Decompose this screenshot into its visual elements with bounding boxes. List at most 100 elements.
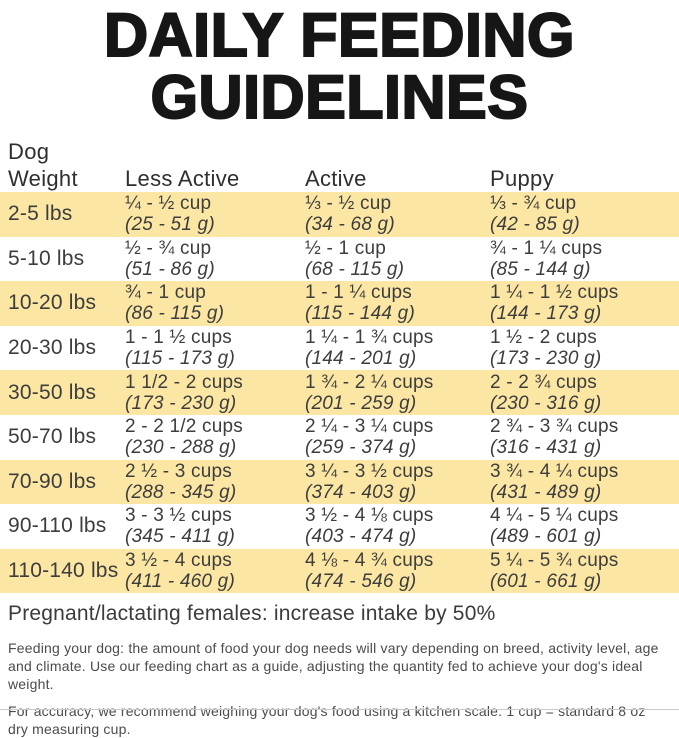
table-header: Dog Weight Less Active Active Puppy xyxy=(0,138,679,192)
puppy-cell: 1 ¼ - 1 ½ cups (144 - 173 g) xyxy=(490,282,679,324)
less-active-cups: 1 1/2 - 2 cups xyxy=(125,371,243,393)
less-active-grams: (86 - 115 g) xyxy=(125,303,225,325)
table-row: 70-90 lbs 2 ½ - 3 cups (288 - 345 g) 3 ¼… xyxy=(0,459,679,505)
table-row: 110-140 lbs 3 ½ - 4 cups (411 - 460 g) 4… xyxy=(0,548,679,594)
active-cell: 3 ¼ - 3 ½ cups (374 - 403 g) xyxy=(305,461,490,503)
active-cell: 1 ¾ - 2 ¼ cups (201 - 259 g) xyxy=(305,372,490,414)
page-title-line2: GUIDELINES xyxy=(150,63,529,131)
active-cell: ⅓ - ½ cup (34 - 68 g) xyxy=(305,193,490,235)
puppy-cups: 1 ¼ - 1 ½ cups xyxy=(490,282,619,304)
puppy-cups: ¾ - 1 ¼ cups xyxy=(490,237,603,259)
active-cell: 3 ½ - 4 ⅛ cups (403 - 474 g) xyxy=(305,505,490,547)
puppy-grams: (489 - 601 g) xyxy=(490,526,602,548)
less-active-grams: (288 - 345 g) xyxy=(125,481,237,503)
less-active-grams: (345 - 411 g) xyxy=(125,526,235,548)
weight-cell: 90-110 lbs xyxy=(8,514,107,538)
less-active-grams: (173 - 230 g) xyxy=(125,392,237,414)
table-row: 50-70 lbs 2 - 2 1/2 cups (230 - 288 g) 2… xyxy=(0,415,679,460)
puppy-grams: (431 - 489 g) xyxy=(490,481,602,503)
active-cups: 1 ¼ - 1 ¾ cups xyxy=(305,327,434,349)
active-grams: (259 - 374 g) xyxy=(305,437,417,459)
less-active-cell: 3 - 3 ½ cups (345 - 411 g) xyxy=(125,505,305,547)
weight-cell: 10-20 lbs xyxy=(8,291,97,315)
active-cups: 2 ¼ - 3 ¼ cups xyxy=(305,416,434,438)
less-active-grams: (51 - 86 g) xyxy=(125,258,215,280)
table-row: 10-20 lbs ¾ - 1 cup (86 - 115 g) 1 - 1 ¼… xyxy=(0,281,679,326)
puppy-cell: 2 ¾ - 3 ¾ cups (316 - 431 g) xyxy=(490,416,679,458)
puppy-grams: (85 - 144 g) xyxy=(490,258,591,280)
active-cups: 1 - 1 ¼ cups xyxy=(305,282,412,304)
active-grams: (68 - 115 g) xyxy=(305,258,405,280)
puppy-cups: 2 - 2 ¾ cups xyxy=(490,371,597,393)
less-active-grams: (115 - 173 g) xyxy=(125,348,235,370)
active-grams: (34 - 68 g) xyxy=(305,214,395,236)
table-row: 2-5 lbs ¼ - ½ cup (25 - 51 g) ⅓ - ½ cup … xyxy=(0,192,679,237)
puppy-grams: (42 - 85 g) xyxy=(490,214,580,236)
column-header-less-active: Less Active xyxy=(125,166,240,191)
active-grams: (144 - 201 g) xyxy=(305,348,417,370)
puppy-cell: 3 ¾ - 4 ¼ cups (431 - 489 g) xyxy=(490,461,679,503)
accuracy-note: For accuracy, we recommend weighing your… xyxy=(8,703,646,738)
column-header-dog-weight: Dog Weight xyxy=(8,138,125,192)
column-header-active: Active xyxy=(305,166,367,191)
table-row: 30-50 lbs 1 1/2 - 2 cups (173 - 230 g) 1… xyxy=(0,370,679,415)
active-grams: (115 - 144 g) xyxy=(305,303,415,325)
less-active-cell: 2 ½ - 3 cups (288 - 345 g) xyxy=(125,461,305,503)
weight-cell: 2-5 lbs xyxy=(8,202,73,226)
weight-cell: 70-90 lbs xyxy=(8,469,97,493)
less-active-cell: 3 ½ - 4 cups (411 - 460 g) xyxy=(125,550,305,592)
table-row: 20-30 lbs 1 - 1 ½ cups (115 - 173 g) 1 ¼… xyxy=(0,326,679,371)
puppy-cups: 4 ¼ - 5 ¼ cups xyxy=(490,505,619,527)
active-cell: 1 - 1 ¼ cups (115 - 144 g) xyxy=(305,282,490,324)
active-cups: 3 ½ - 4 ⅛ cups xyxy=(305,505,434,527)
puppy-grams: (316 - 431 g) xyxy=(490,437,602,459)
less-active-cups: 2 ½ - 3 cups xyxy=(125,460,232,482)
column-header-dog-weight-line1: Dog xyxy=(8,139,50,164)
weight-cell: 110-140 lbs xyxy=(8,559,119,583)
active-grams: (201 - 259 g) xyxy=(305,392,417,414)
puppy-cell: ¾ - 1 ¼ cups (85 - 144 g) xyxy=(490,238,679,280)
active-cell: 2 ¼ - 3 ¼ cups (259 - 374 g) xyxy=(305,416,490,458)
active-cell: 4 ⅛ - 4 ¾ cups (474 - 546 g) xyxy=(305,550,490,592)
less-active-cups: ¼ - ½ cup xyxy=(125,193,212,215)
bottom-divider xyxy=(0,709,679,710)
column-header-dog-weight-line2: Weight xyxy=(8,166,78,191)
less-active-cups: 1 - 1 ½ cups xyxy=(125,327,232,349)
active-cups: 1 ¾ - 2 ¼ cups xyxy=(305,371,434,393)
puppy-grams: (601 - 661 g) xyxy=(490,571,602,593)
weight-cell: 30-50 lbs xyxy=(8,380,97,404)
weight-cell: 50-70 lbs xyxy=(8,425,97,449)
pregnant-note: Pregnant/lactating females: increase int… xyxy=(8,602,496,626)
less-active-cell: 1 1/2 - 2 cups (173 - 230 g) xyxy=(125,372,305,414)
table-row: 90-110 lbs 3 - 3 ½ cups (345 - 411 g) 3 … xyxy=(0,504,679,549)
puppy-cell: ⅓ - ¾ cup (42 - 85 g) xyxy=(490,193,679,235)
puppy-cups: 5 ¼ - 5 ¾ cups xyxy=(490,550,619,572)
puppy-cell: 1 ½ - 2 cups (173 - 230 g) xyxy=(490,327,679,369)
puppy-grams: (230 - 316 g) xyxy=(490,392,602,414)
feeding-guidelines-page: DAILY FEEDING GUIDELINES Dog Weight Less… xyxy=(0,3,679,737)
puppy-grams: (173 - 230 g) xyxy=(490,348,602,370)
puppy-cups: 1 ½ - 2 cups xyxy=(490,327,597,349)
puppy-cell: 5 ¼ - 5 ¾ cups (601 - 661 g) xyxy=(490,550,679,592)
active-cups: 3 ¼ - 3 ½ cups xyxy=(305,460,434,482)
less-active-cell: ½ - ¾ cup (51 - 86 g) xyxy=(125,238,305,280)
puppy-cell: 2 - 2 ¾ cups (230 - 316 g) xyxy=(490,372,679,414)
less-active-cell: ¼ - ½ cup (25 - 51 g) xyxy=(125,193,305,235)
active-cups: 4 ⅛ - 4 ¾ cups xyxy=(305,550,434,572)
less-active-cups: ¾ - 1 cup xyxy=(125,282,207,304)
table-row: 5-10 lbs ½ - ¾ cup (51 - 86 g) ½ - 1 cup… xyxy=(0,237,679,282)
puppy-cups: ⅓ - ¾ cup xyxy=(490,193,577,215)
puppy-cups: 3 ¾ - 4 ¼ cups xyxy=(490,460,619,482)
active-grams: (374 - 403 g) xyxy=(305,481,417,503)
feeding-table: 2-5 lbs ¼ - ½ cup (25 - 51 g) ⅓ - ½ cup … xyxy=(0,192,679,594)
active-grams: (403 - 474 g) xyxy=(305,526,417,548)
less-active-cups: ½ - ¾ cup xyxy=(125,237,212,259)
active-cell: 1 ¼ - 1 ¾ cups (144 - 201 g) xyxy=(305,327,490,369)
less-active-cups: 2 - 2 1/2 cups xyxy=(125,416,243,438)
less-active-grams: (411 - 460 g) xyxy=(125,571,235,593)
less-active-grams: (230 - 288 g) xyxy=(125,437,237,459)
column-header-puppy: Puppy xyxy=(490,166,554,191)
less-active-cell: 1 - 1 ½ cups (115 - 173 g) xyxy=(125,327,305,369)
active-grams: (474 - 546 g) xyxy=(305,571,417,593)
less-active-grams: (25 - 51 g) xyxy=(125,214,215,236)
